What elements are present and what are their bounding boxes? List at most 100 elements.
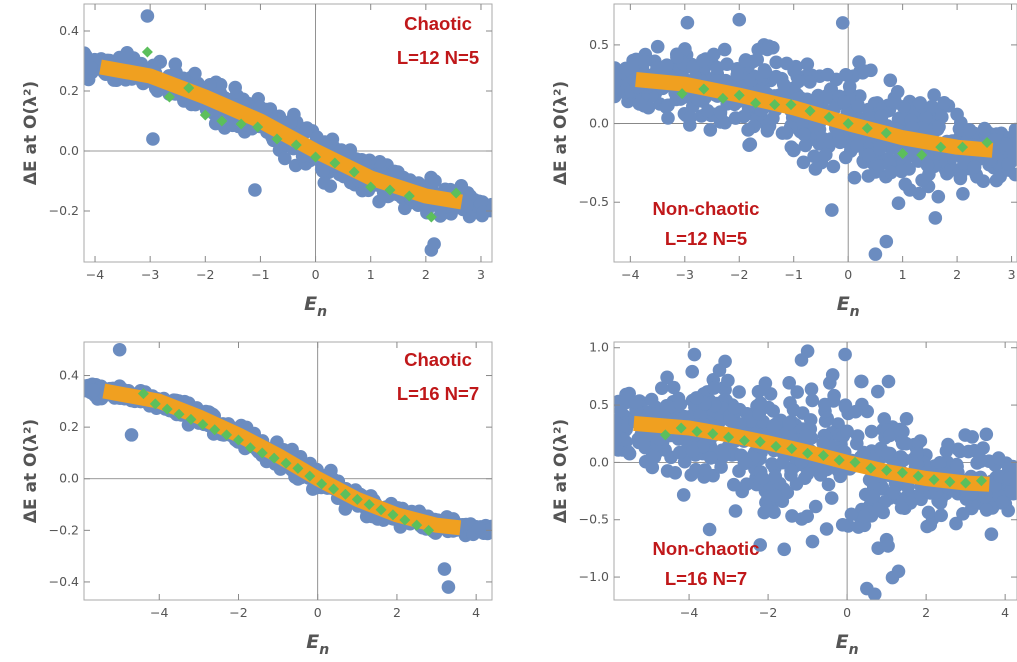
scatter-point — [818, 397, 832, 412]
scatter-point — [956, 507, 970, 521]
scatter-point — [941, 437, 955, 452]
scatter-point — [168, 57, 183, 71]
scatter-point — [647, 450, 662, 465]
scatter-point — [696, 439, 710, 454]
diamond-marker — [235, 118, 247, 130]
scatter-point — [769, 55, 783, 70]
diamond-marker — [271, 133, 283, 145]
y-tick-label: 0.0 — [589, 116, 609, 131]
annotation-line-2: L=16 N=7 — [665, 568, 747, 589]
y-tick-label: −0.5 — [579, 512, 609, 527]
scatter-point — [732, 12, 747, 27]
scatter-point — [847, 170, 862, 185]
diamond-marker — [268, 452, 280, 464]
scatter-point — [894, 500, 909, 515]
x-tick-label: −2 — [196, 267, 214, 282]
scatter-point — [979, 427, 994, 442]
scatter-point — [868, 247, 883, 261]
diamond-marker — [823, 111, 835, 123]
scatter-point — [833, 135, 847, 150]
y-tick-label: −0.2 — [49, 203, 79, 218]
scatter-point — [932, 119, 946, 134]
plot-area — [614, 4, 1017, 262]
scatter-point — [732, 385, 746, 399]
y-axis-title: ΔE at O(λ²) — [551, 81, 571, 185]
diamond-marker — [770, 440, 782, 452]
x-tick-label: 1 — [367, 267, 375, 282]
scatter-point — [727, 401, 742, 416]
scatter-point — [769, 69, 783, 84]
diamond-marker — [842, 118, 854, 130]
scatter-point — [730, 68, 744, 82]
diamond-marker — [221, 429, 233, 441]
scatter-point — [896, 424, 910, 439]
scatter-point — [672, 445, 687, 460]
scatter-point — [758, 65, 773, 79]
diamond-marker — [881, 464, 893, 476]
scatter-point — [899, 436, 913, 451]
scatter-point — [803, 75, 817, 89]
scatter-point — [995, 495, 1010, 510]
diamond-marker — [865, 462, 877, 474]
scatter-point — [614, 403, 628, 418]
y-tick-label: 0.2 — [59, 83, 79, 98]
diamond-marker — [675, 422, 687, 434]
y-tick-label: 0.4 — [59, 23, 79, 38]
x-tick-label: 0 — [844, 267, 852, 282]
scatter-point — [805, 534, 820, 549]
scatter-point — [949, 516, 963, 531]
x-tick-label: 3 — [477, 267, 485, 282]
scatter-point — [976, 441, 990, 455]
scatter-point — [839, 68, 853, 82]
annotation-line-1: Non-chaotic — [653, 538, 760, 559]
x-tick-label: 0 — [314, 605, 322, 620]
scatter-point — [228, 80, 242, 95]
diamond-marker — [137, 388, 149, 400]
scatter-point — [782, 416, 797, 431]
diamond-marker — [163, 91, 175, 103]
scatter-point — [428, 174, 442, 188]
y-tick-label: −0.2 — [49, 522, 79, 537]
scatter-point — [714, 460, 728, 474]
y-tick-label: 0.2 — [59, 419, 79, 434]
scatter-point — [890, 85, 905, 99]
x-axis-title: En — [304, 293, 327, 320]
scatter-point — [1002, 461, 1017, 475]
scatter-point — [84, 61, 98, 75]
scatter-point — [891, 564, 906, 579]
x-tick-label: 4 — [472, 605, 480, 620]
scatter-point — [373, 155, 387, 169]
scatter-point — [931, 189, 946, 204]
scatter-point — [819, 89, 834, 103]
scatter-point — [820, 67, 835, 82]
scatter-point — [288, 158, 303, 173]
scatter-point — [923, 518, 938, 532]
scatter-point — [248, 183, 262, 197]
scatter-point — [670, 50, 684, 64]
scatter-point — [768, 488, 783, 503]
scatter-point — [691, 92, 705, 107]
y-tick-label: 0.0 — [59, 143, 79, 158]
scatter-point — [703, 123, 718, 137]
scatter-point — [881, 539, 895, 553]
scatter-point — [676, 488, 691, 502]
scatter-point — [775, 455, 790, 470]
scatter-point — [884, 165, 898, 180]
diamond-marker — [292, 462, 304, 474]
scatter-point — [879, 234, 894, 249]
scatter-point — [984, 527, 999, 541]
scatter-point — [838, 347, 852, 362]
diamond-marker — [928, 474, 940, 486]
scatter-point — [614, 433, 622, 447]
diamond-marker — [310, 151, 322, 163]
scatter-point — [710, 60, 725, 75]
scatter-point — [650, 39, 665, 54]
scatter-point — [743, 137, 758, 151]
scatter-point — [881, 374, 896, 389]
diamond-marker — [676, 88, 688, 100]
scatter-point — [790, 385, 804, 399]
scatter-point — [739, 477, 754, 492]
scatter-point — [707, 381, 721, 395]
scatter-point — [757, 505, 771, 520]
y-tick-label: 0.5 — [589, 397, 609, 412]
